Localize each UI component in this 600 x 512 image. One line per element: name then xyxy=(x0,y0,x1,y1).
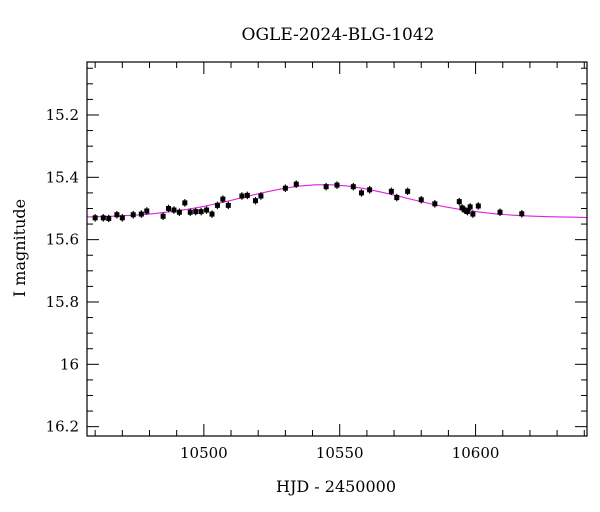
x-axis-label: HJD - 2450000 xyxy=(276,477,396,496)
data-point xyxy=(106,215,112,221)
data-point xyxy=(204,207,210,213)
x-tick-label: 10600 xyxy=(452,444,500,462)
data-point xyxy=(470,211,476,217)
data-point xyxy=(176,209,182,215)
data-point xyxy=(350,184,356,190)
data-point xyxy=(214,202,220,208)
data-point xyxy=(187,209,193,215)
data-point xyxy=(239,193,245,199)
data-point xyxy=(244,192,250,198)
x-tick-labels: 10500 10550 10600 xyxy=(180,444,499,462)
data-point xyxy=(171,207,177,213)
data-point xyxy=(358,190,364,196)
data-point xyxy=(252,198,258,204)
data-point xyxy=(467,204,473,210)
data-point xyxy=(144,208,150,214)
minor-ticks xyxy=(87,62,587,436)
y-tick-label: 15.6 xyxy=(46,231,79,249)
data-point xyxy=(258,193,264,199)
data-point xyxy=(519,211,525,217)
data-point xyxy=(475,203,481,209)
data-point xyxy=(220,196,226,202)
data-point xyxy=(388,188,394,194)
y-tick-label: 16.2 xyxy=(46,418,79,436)
data-point xyxy=(160,213,166,219)
y-tick-label: 15.2 xyxy=(46,106,79,124)
data-point xyxy=(114,212,120,218)
data-point xyxy=(193,209,199,215)
data-point xyxy=(225,202,231,208)
data-point xyxy=(282,185,288,191)
data-points-layer xyxy=(92,180,525,223)
data-point xyxy=(334,182,340,188)
data-point xyxy=(323,184,329,190)
data-point xyxy=(182,200,188,206)
y-tick-label: 15.4 xyxy=(46,168,79,186)
data-point xyxy=(92,215,98,221)
chart-title: OGLE-2024-BLG-1042 xyxy=(242,25,435,45)
data-point xyxy=(497,209,503,215)
data-point xyxy=(459,205,465,211)
major-ticks xyxy=(87,62,587,436)
data-point xyxy=(100,215,106,221)
data-point xyxy=(166,205,172,211)
y-tick-label: 15.8 xyxy=(46,293,79,311)
data-point xyxy=(138,211,144,217)
data-point xyxy=(462,207,468,213)
data-point xyxy=(418,197,424,203)
model-curve-layer xyxy=(86,184,588,219)
data-point xyxy=(405,188,411,194)
y-tick-label: 16 xyxy=(60,355,79,373)
data-point xyxy=(209,211,215,217)
y-axis-label: I magnitude xyxy=(10,199,29,297)
plot-frame xyxy=(86,61,588,437)
model-curve xyxy=(86,184,588,219)
data-point xyxy=(432,201,438,207)
data-point xyxy=(130,212,136,218)
data-point xyxy=(394,195,400,201)
data-point xyxy=(293,181,299,187)
data-point xyxy=(119,215,125,221)
data-point xyxy=(456,199,462,205)
data-point xyxy=(367,187,373,193)
x-tick-label: 10500 xyxy=(180,444,228,462)
data-point xyxy=(198,209,204,215)
y-tick-labels: 15.2 15.4 15.6 15.8 16 16.2 xyxy=(46,106,79,436)
data-point xyxy=(464,209,470,215)
x-tick-label: 10550 xyxy=(316,444,364,462)
